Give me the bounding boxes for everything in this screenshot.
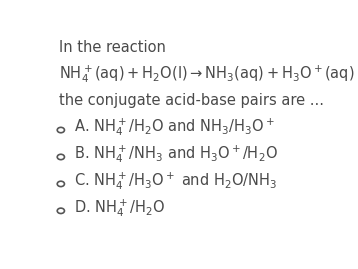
Text: B. $\mathrm{NH_4^+/NH_3}$ and $\mathrm{H_3O^+/H_2O}$: B. $\mathrm{NH_4^+/NH_3}$ and $\mathrm{H… bbox=[74, 143, 278, 165]
Text: A. $\mathrm{NH_4^+/H_2O}$ and $\mathrm{NH_3/H_3O^+}$: A. $\mathrm{NH_4^+/H_2O}$ and $\mathrm{N… bbox=[74, 116, 275, 138]
Text: In the reaction: In the reaction bbox=[59, 40, 165, 55]
Text: $\mathrm{NH_4^+(aq) + H_2O(l) \rightarrow NH_3(aq) + H_3O^+(aq)}$: $\mathrm{NH_4^+(aq) + H_2O(l) \rightarro… bbox=[59, 63, 354, 85]
Text: the conjugate acid-base pairs are ...: the conjugate acid-base pairs are ... bbox=[59, 93, 324, 108]
Text: C. $\mathrm{NH_4^+/H_3O^+}$ and $\mathrm{H_2O/NH_3}$: C. $\mathrm{NH_4^+/H_3O^+}$ and $\mathrm… bbox=[74, 170, 277, 192]
Text: D. $\mathrm{NH_4^+/H_2O}$: D. $\mathrm{NH_4^+/H_2O}$ bbox=[74, 197, 165, 219]
